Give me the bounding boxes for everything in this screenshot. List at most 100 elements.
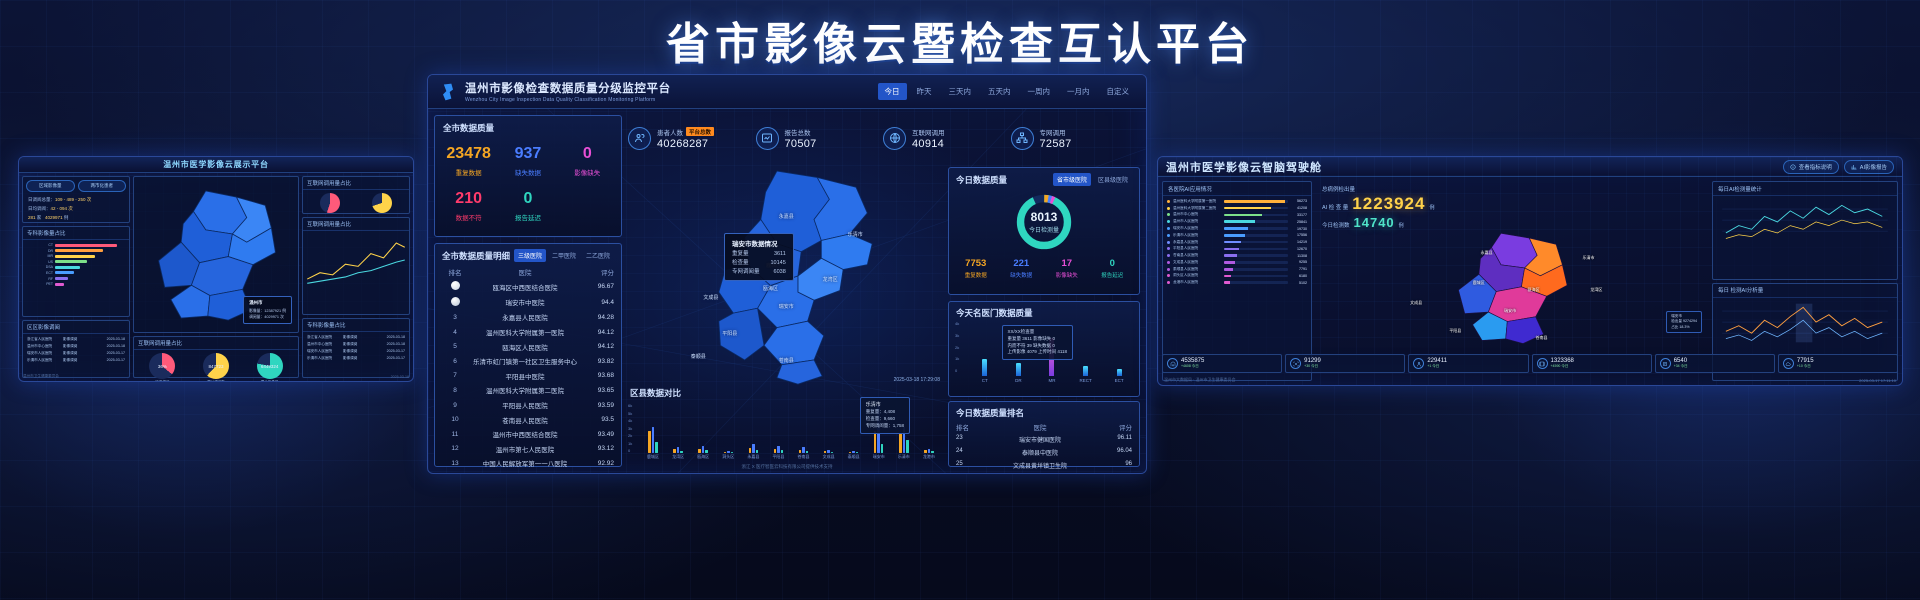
table-row[interactable]: 8 温州医科大学附属第二医院 93.65 (442, 383, 614, 398)
district-bar-group[interactable] (717, 403, 739, 453)
district-bar-group[interactable] (667, 403, 689, 453)
rmap-label-8: 平阳县 (1449, 327, 1462, 333)
famous-bar[interactable]: ECT (1105, 321, 1133, 383)
list-item[interactable]: 乐清市人民医院 影像调阅 2025-03-17 (27, 357, 125, 364)
ai-report-button[interactable]: AI影像报告 (1843, 159, 1894, 174)
list-item[interactable]: 温州市中心医院 影像调阅 2025-03-18 (27, 343, 125, 350)
row-hospital: 苍南县人民医院 (1173, 253, 1199, 258)
table-row[interactable]: 12 温州市第七人民医院 93.12 (442, 442, 614, 457)
kpi-card[interactable]: 77915 +10 今日 (1777, 354, 1899, 373)
famous-bar[interactable]: RECT (1072, 321, 1100, 383)
tab-1month[interactable]: 一月内 (1067, 87, 1090, 96)
center-map[interactable]: 永嘉县 乐清市 鹿城区 瓯海区 龙湾区 文成县 瑞安市 平阳县 苍南县 泰顺县 … (628, 163, 942, 389)
tab-5days[interactable]: 五天内 (988, 87, 1011, 96)
list-item[interactable]: 乐清市人民医院 影像调阅 2025-03-17 (307, 355, 405, 362)
row-rank: 4 (453, 328, 457, 336)
left-info-row: 日调阅总量：109 - 489 - 250 次 (23, 195, 129, 204)
tab-1week[interactable]: 一周内 (1027, 87, 1051, 96)
table-row[interactable]: 25 文成县黄垟镇卫生院 96 (956, 459, 1132, 472)
table-row[interactable]: 11 温州市中西医结合医院 93.49 (442, 427, 614, 442)
tab-today[interactable]: 今日 (877, 83, 907, 100)
district-bar-group[interactable] (918, 403, 940, 453)
quality-label: 影像缺失 (574, 170, 601, 177)
list-item[interactable]: 文成县人民医院 9255 (1167, 259, 1307, 266)
right-map[interactable]: 永嘉县 乐清市 鹿城区 瓯海区 龙湾区 文成县 瑞安市 平阳县 苍南县 瑞安市 … (1316, 227, 1708, 353)
view-metrics-button[interactable]: 查看指标说明 (1782, 159, 1839, 174)
x-tick: 乐清市 (897, 454, 910, 459)
district-bar-group[interactable] (692, 403, 714, 453)
table-row[interactable]: 5 瓯海区人民医院 94.12 (442, 339, 614, 354)
kpi-card[interactable]: 1323368 +4590 今日 (1531, 354, 1652, 373)
row-score: 96 (1125, 461, 1132, 467)
district-bar-group[interactable] (893, 403, 915, 453)
district-bar-group[interactable] (818, 403, 840, 453)
list-item[interactable]: 乐清市人民医院 17556 (1167, 232, 1307, 239)
row-type: 影像调阅 (343, 335, 358, 339)
legend-item: 17 影像缺失 (1044, 258, 1090, 279)
table-row[interactable]: 3 永嘉县人民医院 94.28 (442, 310, 614, 325)
district-bar-group[interactable] (767, 403, 789, 453)
table-row[interactable]: 瑞安市中医院 94.4 (442, 295, 614, 311)
left-map[interactable]: 温州市 影像量：12387921 例 调阅量：4029971 次 (133, 176, 299, 333)
district-bar-group[interactable] (642, 403, 664, 453)
tab-level2b-hospital[interactable]: 二乙医院 (585, 254, 610, 260)
district-bar-group[interactable] (792, 403, 814, 453)
tab-level2a-hospital[interactable]: 二甲医院 (551, 254, 576, 260)
list-item[interactable]: 平阳县人民医院 12670 (1167, 245, 1307, 252)
table-row[interactable]: 10 苍南县人民医院 93.5 (442, 412, 614, 427)
tip-text: 调阅量：4029971 次 (249, 314, 284, 319)
tab-custom[interactable]: 自定义 (1106, 87, 1130, 96)
table-row[interactable]: 4 温州医科大学附属第一医院 94.12 (442, 325, 614, 340)
list-item[interactable]: 温州市人民医院 25841 (1167, 218, 1307, 225)
color-dot (1167, 199, 1170, 203)
row-rank: 5 (453, 343, 457, 351)
list-item[interactable]: 温州市中心医院 影像调阅 2025-03-18 (307, 341, 405, 348)
list-item[interactable]: 洞头区人民医院 6180 (1167, 273, 1307, 280)
list-item[interactable]: 永嘉县人民医院 14219 (1167, 239, 1307, 246)
list-item[interactable]: 温州医科大学附属第二医院 41208 (1167, 205, 1307, 212)
table-row[interactable]: 瓯海区中西医结合医院 96.67 (442, 279, 614, 295)
district-bar-group[interactable] (843, 403, 865, 453)
kpi-card[interactable]: 4535875 +4608 今日 (1162, 354, 1283, 373)
row-date: 2025-03-17 (106, 358, 125, 362)
tab-3days[interactable]: 三天内 (948, 87, 972, 96)
kpi-sub: +30 今日 (1304, 364, 1319, 368)
tab-provincial-hospital[interactable]: 省市级医院 (1052, 173, 1091, 186)
list-item[interactable]: 瑞安市人民医院 19730 (1167, 225, 1307, 232)
row-hospital: 温州市第七人民医院 (495, 446, 555, 454)
table-row[interactable]: 9 平阳县人民医院 93.59 (442, 398, 614, 413)
list-item[interactable]: 苍南县人民医院 11308 (1167, 252, 1307, 259)
list-item[interactable]: 瑞安市人民医院 影像调阅 2025-03-17 (307, 348, 405, 355)
list-item[interactable]: 浙江省人民医院 影像调阅 2025-03-18 (27, 336, 125, 343)
kpi-card[interactable]: 6540 +34 今日 (1654, 354, 1775, 373)
list-item[interactable]: 温州医科大学附属第一医院 56273 (1167, 198, 1307, 205)
famous-bar[interactable]: DR (1005, 321, 1033, 383)
kpi-text: 4535875 +4608 今日 (1181, 358, 1204, 369)
table-row[interactable]: 7 平阳县中医院 93.68 (442, 369, 614, 384)
list-item[interactable]: 浙江省人民医院 影像调阅 2025-03-18 (307, 334, 405, 341)
table-row[interactable]: 23 瑞安市健国医院 96.11 (956, 433, 1132, 446)
tag-cross-patients[interactable]: 两市化患者 (77, 180, 126, 192)
center-stats-row: 患者人数 平台总数 40268287 报告总数 70507 (628, 115, 1138, 161)
counter-hospitals: 281 (28, 214, 36, 220)
table-row[interactable]: 6 乐清市虹门镇第一社区卫生服务中心 93.82 (442, 354, 614, 369)
table-row[interactable]: 13 中国人民解放军第一一八医院 92.92 (442, 456, 614, 471)
tab-yesterday[interactable]: 昨天 (916, 87, 932, 96)
row-hospital: 苍南县人民医院 (502, 417, 548, 425)
right-middle-panel: 总病例检出量 AI 检 查 量 1223924 例 今日检测数 14740 例 (1316, 181, 1708, 381)
table-row[interactable]: 24 泰顺县中医院 96.04 (956, 446, 1132, 459)
x-tick: RECT (1079, 378, 1092, 383)
quality-cell: 0 报告延迟 (498, 185, 557, 226)
list-item[interactable]: 温州市中心医院 33177 (1167, 212, 1307, 219)
ai-count-row: AI 检 查 量 1223924 例 (1322, 194, 1702, 214)
famous-bar[interactable]: CT (971, 321, 999, 383)
kpi-card[interactable]: 229411 +1 今日 (1408, 354, 1529, 373)
kpi-card[interactable]: 91299 +30 今日 (1285, 354, 1406, 373)
district-bar-group[interactable] (742, 403, 764, 453)
tab-level3-hospital[interactable]: 三级医院 (513, 249, 546, 262)
list-item[interactable]: 瑞安市人民医院 影像调阅 2025-03-17 (27, 350, 125, 357)
tab-county-hospital[interactable]: 区县级医院 (1097, 178, 1128, 184)
list-item[interactable]: 泰顺县人民医院 7791 (1167, 266, 1307, 273)
tag-region-volume[interactable]: 区域影像量 (26, 180, 75, 192)
list-item[interactable]: 龙港市人民医院 5102 (1167, 279, 1307, 286)
